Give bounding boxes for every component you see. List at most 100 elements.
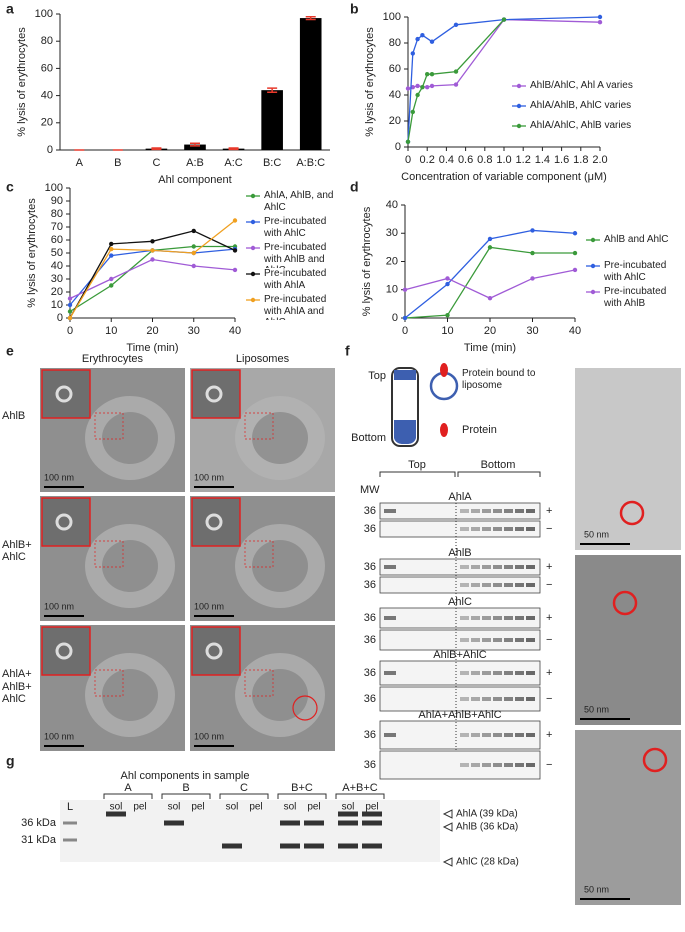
inset bbox=[191, 369, 241, 419]
data-point bbox=[232, 218, 238, 223]
legend-label: AhlA, AhlB, and AhlC bbox=[264, 190, 334, 213]
gel-band bbox=[526, 509, 535, 513]
micrograph-feature bbox=[252, 412, 308, 464]
legend-label: Pre-incubated with AhlB bbox=[604, 286, 667, 309]
legend-marker bbox=[516, 103, 522, 109]
error-bar bbox=[228, 147, 239, 151]
gel-band bbox=[504, 565, 513, 569]
x-tick-label: B bbox=[114, 157, 121, 169]
gel-band bbox=[471, 509, 480, 513]
micrograph-feature bbox=[102, 540, 158, 592]
data-point bbox=[453, 69, 459, 74]
data-point bbox=[530, 276, 535, 281]
sub-lane-label: sol bbox=[342, 802, 355, 813]
data-point bbox=[109, 253, 114, 258]
gel-band bbox=[515, 763, 524, 767]
schematic-label: Protein bbox=[462, 424, 497, 436]
x-tick-label: 10 bbox=[441, 325, 453, 337]
data-point bbox=[453, 22, 459, 27]
gel-band bbox=[504, 583, 513, 587]
gel-band bbox=[384, 733, 396, 737]
data-point bbox=[109, 283, 114, 288]
scale-bar-label: 100 nm bbox=[194, 472, 224, 482]
data-point bbox=[67, 296, 73, 301]
y-tick-label: 30 bbox=[386, 227, 398, 239]
x-tick-label: 30 bbox=[188, 325, 200, 337]
y-tick-label: 80 bbox=[41, 35, 53, 47]
x-tick-label: 40 bbox=[229, 325, 241, 337]
gel-band bbox=[526, 763, 535, 767]
legend-marker bbox=[250, 297, 256, 303]
gel-band bbox=[504, 671, 513, 675]
ladder-band bbox=[63, 838, 77, 842]
data-point bbox=[191, 228, 196, 234]
gel-band bbox=[493, 509, 502, 513]
pore bbox=[55, 385, 73, 403]
y-tick-label: 0 bbox=[57, 312, 63, 324]
ladder-band bbox=[63, 821, 77, 825]
y-tick-label: 70 bbox=[51, 221, 63, 233]
schematic-label-box: Protein bound to liposome bbox=[462, 368, 535, 391]
sign-label: − bbox=[546, 579, 552, 591]
data-point bbox=[415, 83, 420, 89]
sub-lane-label: sol bbox=[168, 802, 181, 813]
inset bbox=[41, 497, 91, 547]
y-tick-label: 80 bbox=[51, 208, 63, 220]
gel-strip bbox=[379, 629, 541, 651]
data-point bbox=[420, 33, 425, 38]
x-tick-label: 20 bbox=[484, 325, 496, 337]
gel-band bbox=[460, 616, 469, 620]
y-tick-label: 0 bbox=[392, 312, 398, 324]
y-tick-label: 10 bbox=[386, 284, 398, 296]
data-point bbox=[445, 281, 450, 287]
gel-band bbox=[460, 509, 469, 513]
data-point bbox=[572, 267, 578, 273]
inset-region bbox=[244, 540, 274, 568]
column-header: Erythrocytes bbox=[82, 353, 144, 365]
gel-band bbox=[482, 616, 491, 620]
y-tick-label: 20 bbox=[389, 115, 401, 127]
series-line bbox=[69, 258, 236, 300]
sign-label: − bbox=[546, 693, 552, 705]
gel-band bbox=[493, 697, 502, 701]
gel-band bbox=[338, 820, 358, 826]
gel-band bbox=[515, 509, 524, 513]
y-tick-label: 100 bbox=[35, 8, 53, 20]
x-tick-label: B:C bbox=[263, 157, 281, 169]
sign-label: + bbox=[546, 612, 552, 624]
y-tick-label: 0 bbox=[47, 144, 53, 156]
series-line bbox=[407, 18, 601, 90]
highlight bbox=[292, 695, 318, 721]
y-tick-label: 60 bbox=[389, 63, 401, 75]
sub-lane-label: sol bbox=[226, 802, 239, 813]
data-point bbox=[405, 86, 411, 91]
legend-label: AhlA/AhlB, AhlC varies bbox=[530, 100, 632, 111]
sign-label: − bbox=[546, 634, 552, 646]
y-tick-label: 90 bbox=[51, 195, 63, 207]
gel-band bbox=[460, 671, 469, 675]
gel-band bbox=[504, 733, 513, 737]
gel-band bbox=[460, 697, 469, 701]
data-point bbox=[425, 72, 430, 77]
pore bbox=[55, 642, 73, 660]
x-tick-label: 0.8 bbox=[477, 154, 492, 166]
inset bbox=[191, 626, 241, 676]
gel-band bbox=[526, 583, 535, 587]
x-tick-label: 30 bbox=[526, 325, 538, 337]
protein bbox=[440, 363, 448, 377]
series-line bbox=[404, 269, 576, 299]
sub-lane-label: sol bbox=[110, 802, 123, 813]
gel-band bbox=[471, 616, 480, 620]
data-point bbox=[445, 312, 450, 318]
y-tick-label: 20 bbox=[51, 286, 63, 298]
legend-marker bbox=[250, 271, 256, 277]
legend-label: AhlB/AhlC, Ahl A varies bbox=[530, 80, 633, 91]
gel-band bbox=[493, 638, 502, 642]
legend-marker bbox=[250, 193, 256, 199]
gel-band bbox=[338, 811, 358, 817]
marker-label: 31 kDa bbox=[21, 834, 57, 846]
gel-strip bbox=[379, 502, 541, 520]
x-tick-label: 0 bbox=[402, 325, 408, 337]
gel-band bbox=[493, 671, 502, 675]
